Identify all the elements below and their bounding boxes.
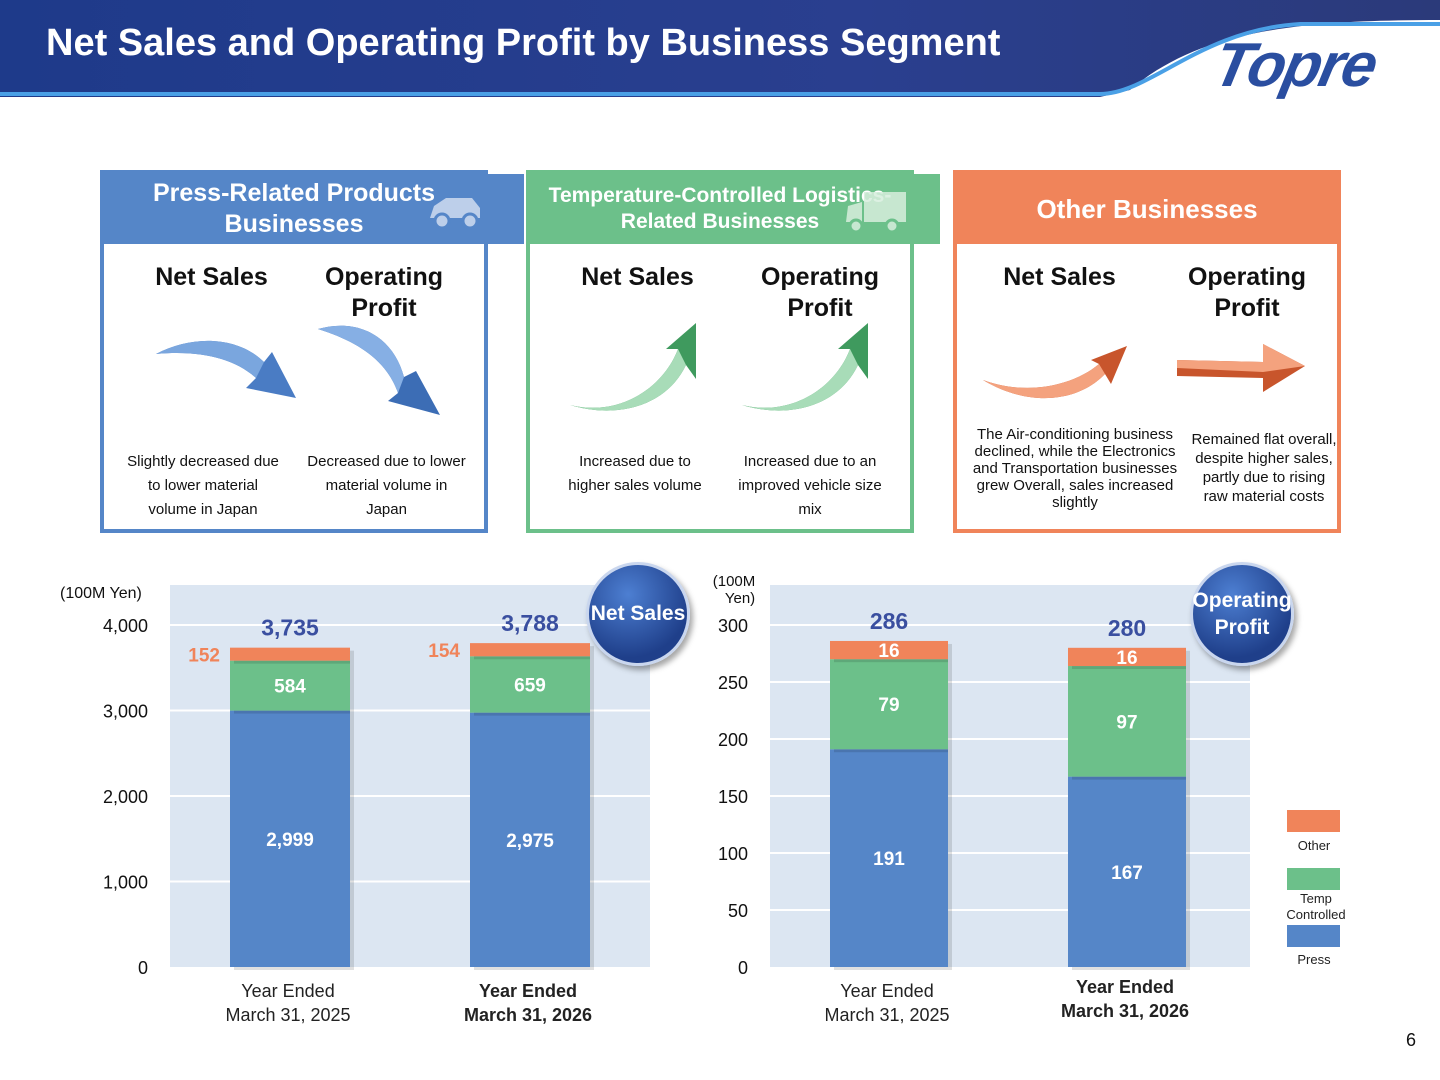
press-op-profit-desc: Decreased due to lower material volume i… [307,453,466,518]
bar-value-label: 191 [873,849,905,870]
operating-profit-chart: 0 50 100 150 200 250 300 (100M Yen) 191 79 16 286 Yea… [713,573,1250,1025]
increase-arrow-icon [742,323,868,411]
net-sales-chart: 0 1,000 2,000 3,000 4,000 (100M Yen) 2,999 584 1… [60,585,650,1025]
legend-label-press: Press [1297,952,1331,967]
bar-segment-temp-controlled [230,660,350,711]
page-title: Net Sales and Operating Profit by Busine… [46,22,1001,64]
bar-value-label: 167 [1111,863,1143,884]
flat-arrow-icon [1177,344,1305,392]
bar-value-label: 154 [428,641,460,662]
y-tick-label: 100 [718,844,748,864]
x-category-label: Year Ended March 31, 2025 [824,981,949,1025]
net-sales-badge: Net Sales [586,562,690,666]
increase-arrow-icon [570,323,696,411]
temp-net-sales-label: Net Sales [581,263,694,291]
bar-total-label: 286 [870,608,908,634]
header-background [0,0,1440,97]
temp-op-profit-desc: Increased due to an improved vehicle siz… [738,453,882,518]
press-net-sales-label: Net Sales [155,263,268,291]
press-net-sales-desc: Slightly decreased due to lower material… [127,453,279,518]
x-category-label: Year Ended March 31, 2026 [464,981,592,1025]
other-net-sales-desc: The Air-conditioning business declined, … [972,426,1178,511]
y-tick-label: 300 [718,616,748,636]
x-category-label: Year Ended March 31, 2026 [1061,977,1189,1021]
x-category-label: Year Ended March 31, 2025 [225,981,350,1025]
y-tick-label: 250 [718,673,748,693]
bar-segment-temp-controlled [470,656,590,713]
unit-label: (100M Yen) [60,585,142,602]
y-tick-label: 50 [728,901,748,921]
temp-net-sales-desc: Increased due to higher sales volume [568,453,702,494]
bar-value-label: 2,975 [506,831,554,852]
other-net-sales-label: Net Sales [1003,263,1116,291]
decrease-arrow-icon [156,340,296,398]
y-tick-label: 1,000 [103,873,148,893]
unit-label: (100M Yen) [713,573,756,607]
y-tick-label: 200 [718,730,748,750]
other-segment-panel: Other Businesses Net Sales Operating Pro… [953,170,1341,533]
y-tick-label: 0 [738,958,748,978]
other-segment-title: Other Businesses [957,174,1337,244]
bar-total-label: 280 [1108,615,1146,641]
bar-segment-other [1068,647,1186,667]
bar-segment-press [1068,776,1186,967]
y-tick-label: 150 [718,787,748,807]
bar-total-label: 3,788 [501,610,559,636]
bar-value-label: 584 [274,677,306,698]
bar-segment-temp-controlled [830,659,948,750]
legend-label-temp: Temp Controlled [1286,891,1346,922]
bar-segment-temp-controlled [1068,666,1186,777]
bar-value-label: 16 [878,641,899,662]
truck-icon [846,192,906,234]
car-icon [430,198,480,230]
temp-op-profit-label: Operating Profit [760,263,880,323]
bar-segment-other [470,643,590,657]
legend-label-other: Other [1297,838,1331,853]
y-tick-label: 0 [138,958,148,978]
legend-swatch-press [1287,925,1340,947]
bar-value-label: 97 [1116,712,1137,733]
increase-arrow-icon [983,346,1127,399]
temp-segment-panel: Temperature-Controlled Logistics-Related… [526,170,940,533]
bar-segment-other [230,647,350,661]
bar-segment-press [470,712,590,967]
page-number: 6 [1405,1030,1416,1050]
bar-value-label: 2,999 [266,830,314,851]
decrease-arrow-icon [318,325,440,415]
bar-segment-press [230,710,350,967]
y-tick-label: 4,000 [103,616,148,636]
y-tick-label: 3,000 [103,702,148,722]
bar-total-label: 3,735 [261,615,319,641]
bar-value-label: 152 [188,646,220,667]
press-segment-panel: Press-Related Products Businesses Net Sa… [100,170,524,533]
bar-value-label: 659 [514,675,546,696]
bar-value-label: 79 [878,695,899,716]
legend-swatch-temp [1287,868,1340,890]
press-op-profit-label: Operating Profit [324,263,444,323]
bar-segment-press [830,749,948,967]
header-banner: Net Sales and Operating Profit by Busine… [0,0,1440,100]
bar-segment-other [830,640,948,660]
bar-value-label: 16 [1116,648,1137,669]
other-op-profit-desc: Remained flat overall, despite higher sa… [1191,431,1337,505]
y-tick-label: 2,000 [103,787,148,807]
legend-swatch-other [1287,810,1340,832]
other-op-profit-label: Operating Profit [1187,263,1307,323]
operating-profit-badge: Operating Profit [1190,562,1294,666]
